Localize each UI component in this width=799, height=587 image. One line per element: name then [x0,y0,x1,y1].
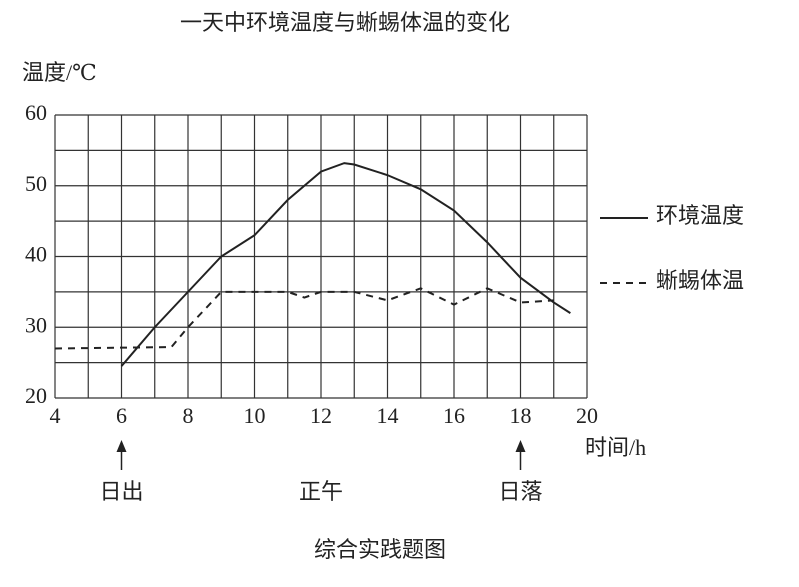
x-tick-label: 10 [244,403,266,428]
x-tick-label: 6 [116,403,127,428]
y-tick-label: 60 [25,100,47,125]
caption: 综合实践题图 [314,537,446,562]
x-tick-label: 18 [510,403,532,428]
annotation: 日落 [498,479,542,504]
y-tick-label: 20 [25,383,47,408]
x-tick-label: 20 [576,403,598,428]
x-tick-label: 14 [377,403,399,428]
chart-title: 一天中环境温度与蜥蜴体温的变化 [180,10,510,35]
annotation: 日出 [99,479,143,504]
series-line [54,287,554,350]
x-tick-label: 12 [310,403,332,428]
annotation: 正午 [299,479,343,504]
x-tick-label: 4 [50,403,61,428]
y-axis-label: 温度/℃ [22,60,97,85]
arrow-head [515,440,526,452]
legend-label: 环境温度 [656,203,744,228]
x-tick-label: 8 [183,403,194,428]
y-tick-label: 30 [25,312,47,337]
x-tick-label: 16 [443,403,465,428]
series-line [120,162,571,367]
y-tick-label: 50 [25,171,47,196]
legend-label: 蜥蜴体温 [656,268,744,293]
y-tick-label: 40 [25,242,47,267]
x-axis-label: 时间/h [585,435,646,460]
arrow-head [116,440,127,452]
